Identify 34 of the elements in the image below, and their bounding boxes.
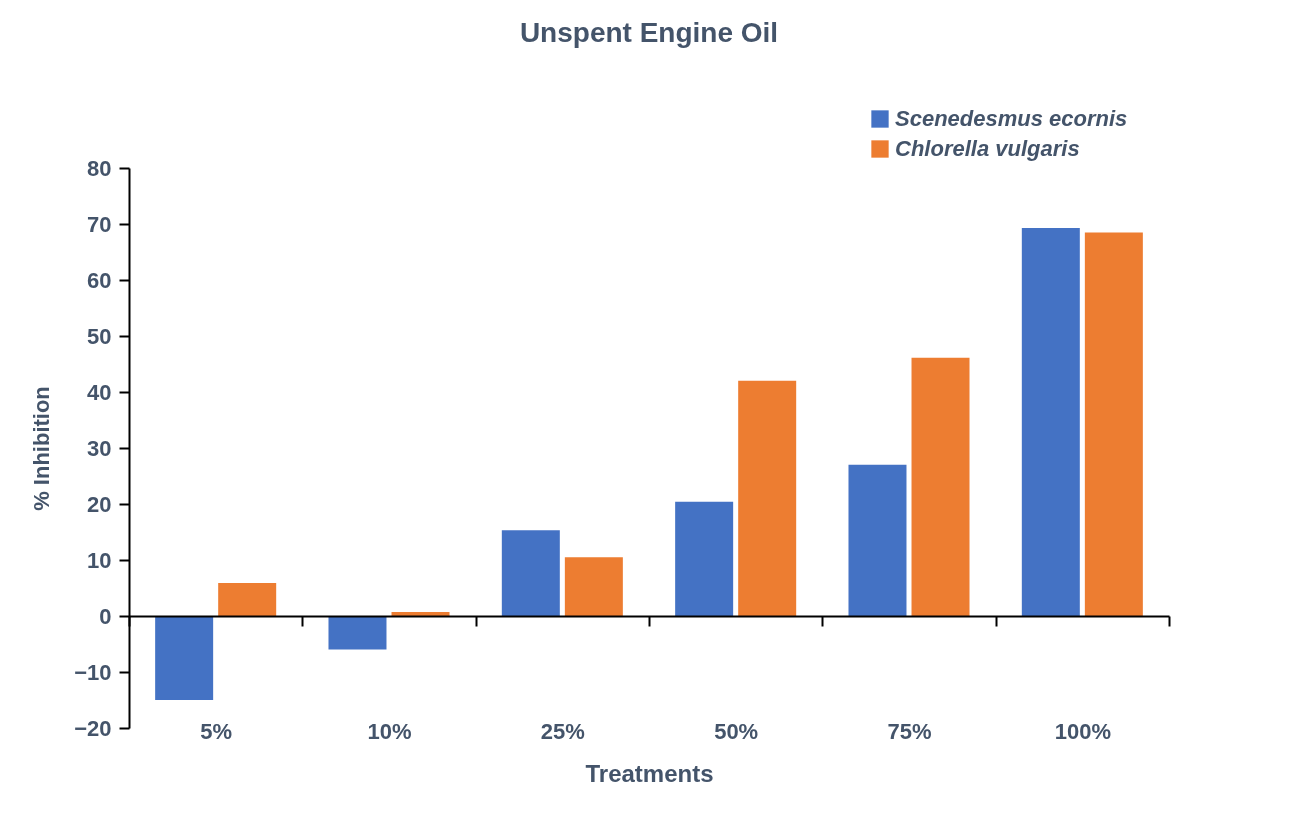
legend-label: Chlorella vulgaris — [895, 136, 1080, 161]
x-tick-label: 10% — [367, 718, 412, 744]
y-tick-label: 20 — [87, 491, 112, 517]
bar — [328, 616, 387, 650]
bar — [218, 582, 277, 616]
y-tick-label: −20 — [74, 715, 112, 741]
bar — [391, 612, 450, 616]
legend-label: Scenedesmus ecornis — [895, 106, 1128, 131]
y-tick-label: 80 — [87, 155, 112, 181]
x-tick-label: 5% — [200, 718, 233, 744]
y-tick-label: 70 — [87, 211, 112, 237]
y-axis-title: % Inhibition — [29, 386, 55, 511]
y-tick-label: −10 — [74, 659, 112, 685]
y-tick-label: 50 — [87, 323, 112, 349]
y-tick-label: 0 — [99, 603, 112, 629]
x-axis-title: Treatments — [585, 759, 714, 787]
bar — [1084, 232, 1143, 616]
y-tick-label: 60 — [87, 267, 112, 293]
y-tick-label: 30 — [87, 435, 112, 461]
bar — [564, 557, 623, 616]
x-tick-label: 100% — [1054, 718, 1111, 744]
x-tick-label: 50% — [714, 718, 759, 744]
bar — [911, 357, 970, 616]
bar — [675, 501, 734, 616]
y-tick-label: 10 — [87, 547, 112, 573]
y-tick-label: 40 — [87, 379, 112, 405]
bar — [1021, 227, 1080, 616]
x-tick-label: 75% — [887, 718, 932, 744]
bar — [155, 616, 214, 700]
x-tick-label: 25% — [540, 718, 585, 744]
bar — [848, 464, 907, 616]
bar — [738, 380, 797, 616]
bar — [501, 530, 560, 616]
chart-title: Unspent Engine Oil — [519, 17, 779, 48]
